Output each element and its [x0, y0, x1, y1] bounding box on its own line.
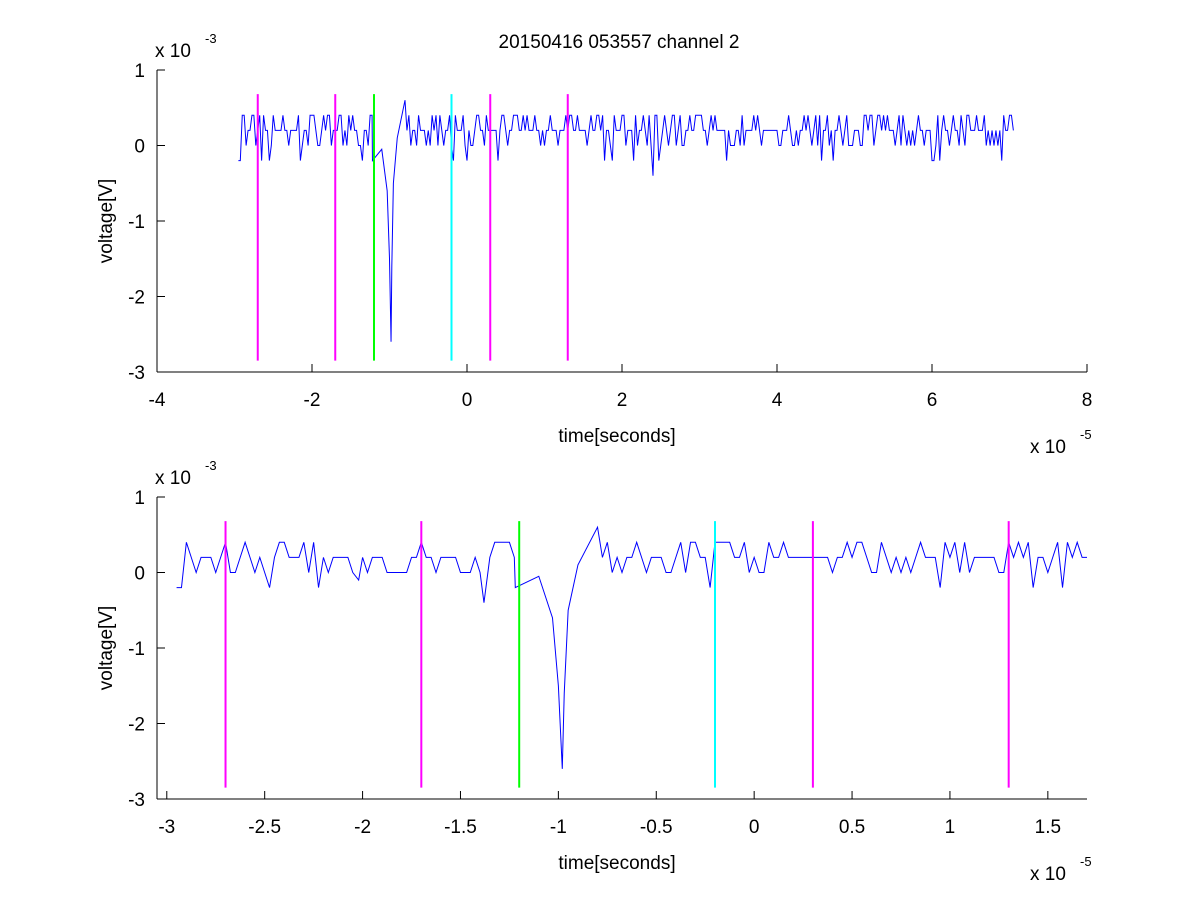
x-tick-label: -3: [158, 817, 175, 838]
y-tick-label: -2: [128, 288, 145, 309]
y-tick-label: -1: [128, 212, 145, 233]
x-tick-label: 0.5: [839, 817, 865, 838]
y-tick-label: -1: [128, 639, 145, 660]
x-tick-label: 6: [927, 390, 938, 411]
x-axis-label: time[seconds]: [558, 853, 675, 874]
x-multiplier-base: x 10: [1030, 864, 1066, 885]
top-subplot: 10-1-2-3-4 -2 0 2 4 6 8time[seconds]voltage[V]…: [96, 31, 1092, 458]
y-tick-label: 1: [134, 488, 145, 509]
y-axis-label: voltage[V]: [96, 606, 117, 691]
x-tick-label: -0.5: [640, 817, 673, 838]
signal-trace: [176, 525, 1087, 769]
y-multiplier-base: x 10: [155, 468, 191, 489]
x-tick-label: -2: [354, 817, 371, 838]
y-tick-label: -2: [128, 715, 145, 736]
y-tick-label: 0: [134, 564, 145, 585]
x-tick-label: -4: [149, 390, 166, 411]
x-axis-label: time[seconds]: [558, 426, 675, 447]
signal-trace: [238, 100, 1014, 342]
x-tick-label: 4: [772, 390, 783, 411]
y-tick-label: 1: [134, 61, 145, 82]
x-tick-label: 1: [945, 817, 956, 838]
y-axis-label: voltage[V]: [96, 179, 117, 264]
x-tick-label: -2.5: [248, 817, 281, 838]
x-multiplier-exponent: -5: [1080, 854, 1092, 869]
y-multiplier-base: x 10: [155, 41, 191, 62]
bottom-subplot: 1 0 -1 -2 -3 -3 -2.5 -2 -1.5 -1 -0.5 0 0.5 1 1.5 time[s…: [96, 458, 1092, 885]
x-tick-label: 0: [462, 390, 473, 411]
x-tick-label: -1: [550, 817, 567, 838]
x-tick-label: -1.5: [444, 817, 477, 838]
y-multiplier-exponent: -3: [205, 458, 217, 473]
x-tick-label: 2: [617, 390, 628, 411]
y-tick-label: -3: [128, 790, 145, 811]
x-tick-label: 0: [749, 817, 760, 838]
x-multiplier-exponent: -5: [1080, 427, 1092, 442]
y-multiplier-exponent: -3: [205, 31, 217, 46]
x-multiplier-base: x 10: [1030, 437, 1066, 458]
x-tick-label: -2: [304, 390, 321, 411]
chart-title: 20150416 053557 channel 2: [499, 32, 740, 53]
y-tick-label: -3: [128, 363, 145, 384]
x-tick-label: 8: [1082, 390, 1093, 411]
x-tick-label: 1.5: [1035, 817, 1061, 838]
y-tick-label: 0: [134, 137, 145, 158]
